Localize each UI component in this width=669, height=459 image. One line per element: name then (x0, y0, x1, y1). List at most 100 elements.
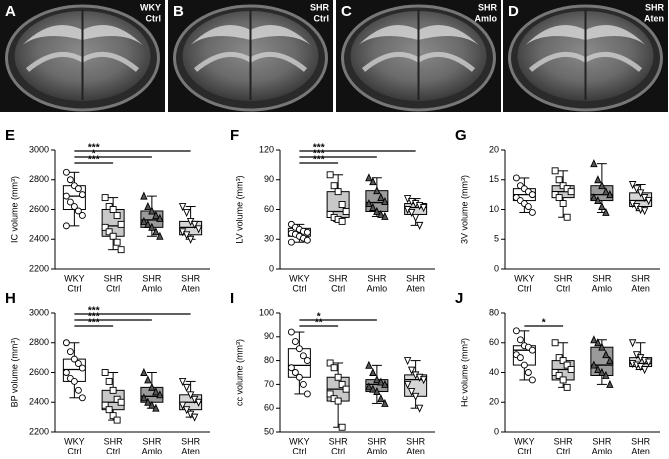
data-point (156, 213, 164, 222)
y-tick-label: 2600 (29, 367, 49, 377)
data-point (338, 217, 346, 225)
data-point (78, 191, 86, 199)
data-point (373, 386, 381, 395)
data-point (74, 185, 82, 193)
y-axis-label: cc volume (mm³) (234, 339, 244, 406)
data-point (411, 392, 420, 401)
y-axis-label: IC volume (mm³) (9, 176, 19, 243)
significance-label: *** (88, 306, 100, 317)
data-point (186, 235, 195, 244)
data-point (594, 196, 602, 205)
data-point (602, 350, 610, 359)
data-point (520, 361, 528, 369)
data-point (74, 207, 82, 215)
data-point (528, 209, 536, 216)
data-point (377, 394, 385, 403)
panel-letter: I (230, 290, 234, 307)
x-tick-label: Aten (181, 283, 200, 293)
x-tick-label: WKY (64, 273, 85, 283)
data-point (148, 400, 156, 409)
data-point (303, 390, 311, 398)
data-point (105, 406, 113, 414)
data-point (602, 187, 610, 196)
data-point (186, 391, 195, 400)
x-tick-label: WKY (514, 436, 535, 446)
significance-label: * (92, 149, 96, 160)
y-tick-label: 50 (264, 426, 274, 436)
data-point (109, 412, 117, 420)
data-point (66, 198, 74, 206)
x-tick-label: SHR (554, 436, 574, 446)
data-point (326, 171, 334, 179)
data-point (602, 370, 610, 379)
data-point (178, 377, 187, 386)
data-point (415, 221, 424, 230)
significance-label: * (542, 318, 546, 329)
panel-letter: H (5, 290, 16, 307)
data-point (369, 202, 377, 211)
data-point (148, 382, 156, 391)
y-tick-label: 80 (264, 355, 274, 365)
image-letter: A (5, 3, 16, 20)
x-tick-label: Aten (181, 446, 200, 454)
data-point (403, 380, 412, 389)
x-tick-label: Aten (631, 283, 650, 293)
data-point (567, 366, 575, 373)
data-point (377, 209, 385, 218)
data-point (528, 376, 536, 384)
data-point (287, 364, 295, 372)
data-point (62, 369, 70, 376)
image-label: Aten (644, 13, 664, 23)
data-point (66, 348, 74, 356)
y-tick-label: 15 (489, 174, 499, 184)
data-point (512, 327, 520, 335)
significance-label: *** (313, 155, 325, 166)
data-point (559, 376, 567, 384)
data-point (190, 413, 199, 422)
significance-label: *** (88, 318, 100, 329)
y-tick-label: 100 (259, 307, 274, 317)
x-tick-label: Ctrl (67, 283, 81, 293)
data-point (365, 173, 373, 182)
data-point (403, 357, 412, 366)
data-point (594, 175, 602, 184)
data-point (144, 219, 152, 228)
x-tick-label: Amlo (142, 446, 163, 454)
image-label: WKY (140, 2, 161, 12)
y-tick-label: 0 (494, 426, 499, 436)
image-label: Ctrl (146, 13, 162, 23)
x-tick-label: SHR (181, 436, 201, 446)
x-tick-label: Amlo (592, 283, 613, 293)
data-point (411, 213, 420, 223)
data-point (140, 367, 148, 376)
image-label: SHR (645, 2, 665, 12)
data-point (381, 379, 389, 388)
data-point (373, 186, 381, 195)
data-point (628, 339, 637, 348)
significance-label: *** (88, 312, 100, 323)
x-tick-label: SHR (554, 273, 574, 283)
data-point (528, 191, 536, 199)
image-letter: B (173, 3, 184, 20)
data-point (369, 177, 377, 186)
data-point (528, 346, 536, 354)
data-point (105, 377, 113, 385)
data-point (598, 181, 606, 190)
x-tick-label: SHR (329, 436, 349, 446)
x-tick-label: Ctrl (292, 446, 306, 454)
data-point (381, 398, 389, 407)
x-tick-label: Amlo (367, 283, 388, 293)
data-point (563, 361, 571, 369)
x-tick-label: SHR (104, 273, 124, 283)
data-point (178, 401, 187, 410)
data-point (381, 211, 389, 220)
y-axis-label: Hc volume (mm³) (459, 338, 469, 407)
data-point (628, 181, 637, 190)
data-point (606, 356, 614, 365)
data-point (117, 220, 125, 228)
data-point (559, 200, 567, 208)
image-label: Amlo (475, 13, 498, 23)
data-point (365, 382, 373, 391)
